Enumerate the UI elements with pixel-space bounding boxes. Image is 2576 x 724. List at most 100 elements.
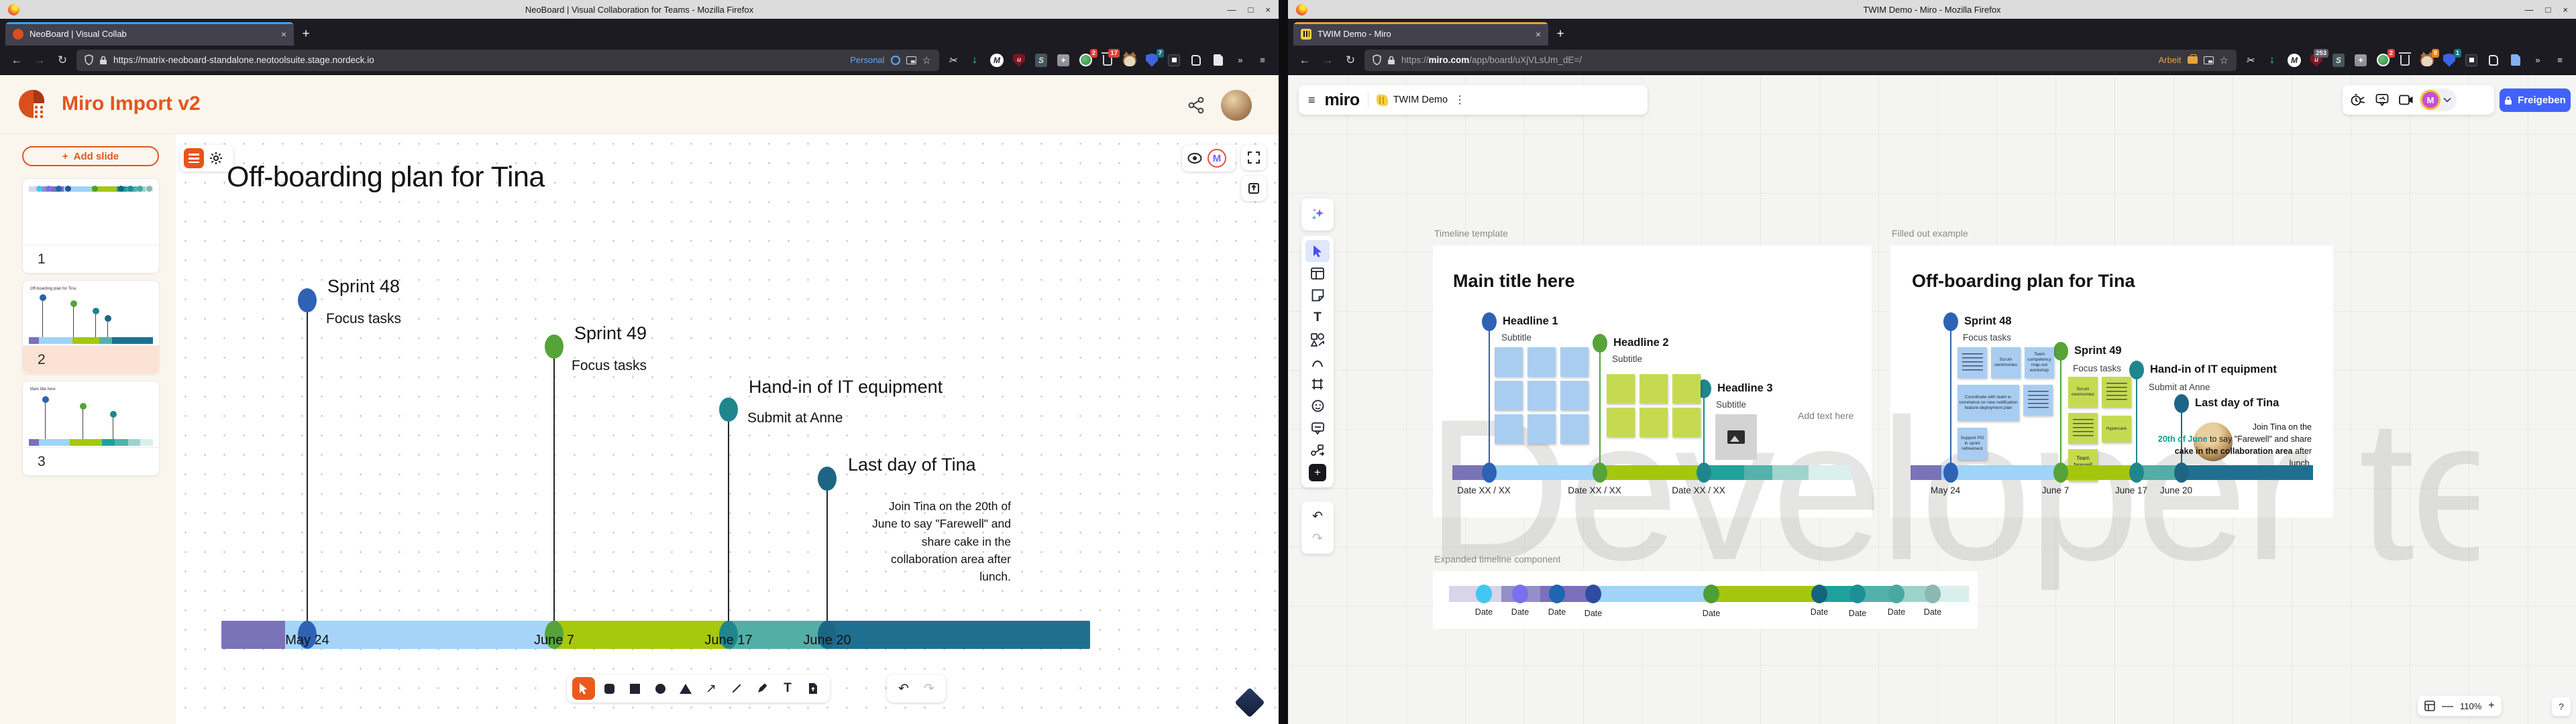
- date-label[interactable]: Date: [1474, 607, 1493, 617]
- reload-button[interactable]: ↻: [1345, 53, 1356, 66]
- download-extension-icon[interactable]: ↓: [972, 54, 977, 66]
- addons-puzzle-icon[interactable]: +: [2353, 52, 2369, 68]
- cat-extension-icon[interactable]: [1122, 51, 1138, 68]
- new-tab-button[interactable]: +: [1556, 26, 1564, 41]
- app-menu-icon[interactable]: ≡: [1260, 55, 1265, 65]
- date-label[interactable]: Date XX / XX: [1457, 485, 1511, 495]
- redo-button[interactable]: ↷: [924, 681, 934, 696]
- text-tool[interactable]: ​T: [1313, 310, 1322, 324]
- sticky-note[interactable]: Support PO in sprint refinement: [1957, 428, 1987, 460]
- milestone-subtitle[interactable]: Submit at Anne: [747, 410, 843, 426]
- shapes-tool[interactable]: [1305, 328, 1330, 351]
- whiteboard-canvas[interactable]: M Off-boarding plan for Tina Sprint 48 F…: [176, 134, 1279, 724]
- sticky-note[interactable]: [1640, 374, 1668, 404]
- s-extension-icon[interactable]: S: [1033, 52, 1049, 68]
- farewell-note[interactable]: Join Tina on the 20th of June to say "Fa…: [2157, 422, 2312, 469]
- subtitle[interactable]: Submit at Anne: [2149, 382, 2210, 392]
- date-label[interactable]: June 7: [2041, 485, 2070, 495]
- privacy-extension-icon[interactable]: 2: [2375, 48, 2395, 68]
- board-options-menu[interactable]: ⋮: [1454, 95, 1466, 106]
- line-tool[interactable]: [725, 677, 748, 700]
- zoom-out-button[interactable]: —: [2442, 699, 2453, 712]
- date-label[interactable]: May 24: [1930, 485, 1961, 495]
- video-call-icon[interactable]: [2395, 88, 2418, 111]
- zoom-in-button[interactable]: +: [2488, 700, 2495, 711]
- share-icon[interactable]: [1187, 97, 1205, 114]
- tina-photo[interactable]: [2194, 422, 2233, 461]
- sticky-note[interactable]: [2102, 377, 2131, 408]
- window-titlebar[interactable]: TWIM Demo - Miro - Mozilla Firefox — □ ×: [1288, 0, 2576, 19]
- addons-puzzle-icon[interactable]: +: [1055, 52, 1071, 68]
- download-extension-icon[interactable]: ↓: [2269, 54, 2275, 66]
- sticky-note[interactable]: [2068, 413, 2098, 444]
- select-tool[interactable]: [1305, 240, 1330, 262]
- back-button[interactable]: ←: [11, 53, 23, 66]
- sticky-note[interactable]: [1640, 408, 1668, 437]
- sticky-note-tool[interactable]: [1305, 284, 1330, 306]
- sticky-note[interactable]: [1672, 408, 1701, 437]
- sticky-note[interactable]: Coordinate with team e-commerce on new n…: [1957, 385, 2019, 421]
- connector-tool[interactable]: [1305, 439, 1330, 461]
- minimize-button[interactable]: —: [1227, 4, 1236, 15]
- maximize-button[interactable]: □: [1248, 4, 1254, 15]
- sticky-note[interactable]: Team competency map-out workshop: [2025, 347, 2054, 378]
- dark-square-extension-icon[interactable]: [1166, 52, 1182, 68]
- sticky-note[interactable]: Scrum ceremonies: [2068, 377, 2098, 408]
- headline[interactable]: Sprint 48: [1964, 315, 2012, 327]
- date-label[interactable]: Date XX / XX: [1568, 485, 1621, 495]
- picture-in-picture-icon[interactable]: [2203, 56, 2214, 64]
- board-name[interactable]: TWIM Demo: [1393, 95, 1448, 105]
- back-button[interactable]: ←: [1299, 53, 1311, 66]
- frame-tool[interactable]: [1305, 373, 1330, 395]
- help-button[interactable]: ?: [2552, 697, 2571, 716]
- select-tool[interactable]: [572, 677, 595, 700]
- date-label[interactable]: Date: [1887, 607, 1906, 617]
- share-button[interactable]: Freigeben: [2500, 88, 2571, 112]
- sticky-note[interactable]: [1560, 381, 1589, 410]
- tab-close-button[interactable]: ×: [280, 28, 286, 40]
- main-menu-icon[interactable]: ≡: [1308, 93, 1316, 107]
- sticky-note[interactable]: [1607, 408, 1635, 437]
- close-button[interactable]: ×: [2563, 4, 2568, 15]
- slide-thumbnail-2[interactable]: Off-boarding plan for Tina 2: [22, 280, 160, 374]
- blue-shield-extension-icon[interactable]: 7: [1144, 48, 1164, 68]
- miro-board-canvas[interactable]: Developer team ≡ miro TWIM Demo ⋮ M Frei…: [1288, 75, 2576, 724]
- browser-tab-neoboard[interactable]: NeoBoard | Visual Collab ×: [5, 22, 294, 46]
- milestone-dot-sprint49[interactable]: [545, 335, 564, 359]
- frame-label[interactable]: Filled out example: [1892, 228, 1968, 239]
- gear-icon[interactable]: [209, 152, 223, 165]
- farewell-note[interactable]: Join Tina on the 20th of June to say "Fa…: [872, 499, 1011, 583]
- date-label[interactable]: Date XX / XX: [1672, 485, 1725, 495]
- browser-tab-miro[interactable]: TWIM Demo - Miro ×: [1293, 22, 1548, 46]
- slide-thumbnail-3[interactable]: Main title here 3: [22, 381, 160, 476]
- screenshot-extension-icon[interactable]: ✂: [2245, 54, 2255, 66]
- date-label[interactable]: Date: [1810, 607, 1829, 617]
- tracking-shield-icon[interactable]: [1373, 54, 1381, 66]
- url-bar[interactable]: https://matrix-neoboard-standalone.neoto…: [76, 49, 939, 71]
- frame-label[interactable]: Timeline template: [1434, 228, 1508, 239]
- ublock-shield-icon[interactable]: u 253: [2308, 48, 2328, 68]
- image-placeholder[interactable]: [1715, 414, 1757, 460]
- subtitle[interactable]: Focus tasks: [2073, 363, 2122, 373]
- sticky-note[interactable]: [1957, 347, 1987, 378]
- add-slide-button[interactable]: + Add slide: [22, 146, 159, 166]
- undo-button[interactable]: ↶: [898, 681, 909, 696]
- cookie-trash-extension-icon[interactable]: [2397, 52, 2413, 68]
- date-label[interactable]: Date: [1848, 609, 1867, 618]
- sticky-note[interactable]: [1560, 347, 1589, 377]
- sticky-note-tool[interactable]: [598, 677, 621, 700]
- m-extension-icon[interactable]: M: [2286, 52, 2302, 68]
- close-button[interactable]: ×: [1265, 4, 1271, 15]
- ai-sparkle-icon[interactable]: [1305, 204, 1330, 226]
- user-avatar[interactable]: M: [2420, 90, 2440, 110]
- date-label[interactable]: Date: [1584, 609, 1603, 618]
- text-tool[interactable]: T: [784, 681, 792, 695]
- headline[interactable]: Hand-in of IT equipment: [2150, 363, 2277, 375]
- headline[interactable]: Headline 3: [1717, 382, 1773, 394]
- templates-tool[interactable]: [1305, 262, 1330, 284]
- privacy-extension-icon[interactable]: 2: [1077, 48, 1097, 68]
- page-extension-icon[interactable]: [2508, 52, 2524, 68]
- milestone-dot[interactable]: [1593, 334, 1607, 353]
- tab-close-button[interactable]: ×: [1535, 28, 1541, 40]
- milestone-dot[interactable]: [1482, 312, 1497, 331]
